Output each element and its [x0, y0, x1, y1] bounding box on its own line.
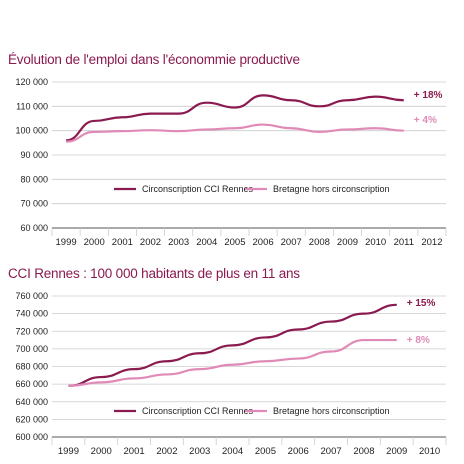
series-line-bretagne — [66, 123, 404, 143]
y-tick-label: 70 000 — [20, 199, 48, 209]
x-tick-label: 2001 — [112, 237, 133, 248]
x-tick-label: 2006 — [253, 237, 274, 248]
x-tick-label: 2002 — [156, 446, 177, 457]
legend-label: Bretagne hors circonscription — [273, 184, 390, 194]
x-tick-label: 2003 — [168, 237, 189, 248]
x-tick-label: 2001 — [124, 446, 145, 457]
x-tick-label: 2011 — [394, 237, 414, 248]
x-tick-label: 1999 — [56, 237, 77, 248]
legend-label: Circonscription CCI Rennes — [142, 406, 254, 416]
x-tick-label: 2008 — [353, 446, 374, 457]
y-tick-label: 760 000 — [15, 291, 48, 301]
y-tick-label: 600 000 — [15, 432, 48, 442]
y-tick-label: 700 000 — [15, 344, 48, 354]
y-tick-label: 100 000 — [15, 126, 48, 136]
series-line-bretagne — [68, 338, 397, 387]
x-tick-label: 2010 — [419, 446, 440, 457]
x-tick-label: 2007 — [281, 237, 302, 248]
series-line-cci-rennes — [65, 94, 404, 142]
y-tick-label: 80 000 — [20, 174, 48, 184]
end-value-label: + 18% — [414, 90, 443, 101]
x-tick-label: 2007 — [321, 446, 342, 457]
y-tick-label: 620 000 — [15, 414, 48, 424]
y-tick-label: 740 000 — [15, 309, 48, 319]
x-tick-label: 2003 — [189, 446, 210, 457]
y-tick-label: 90 000 — [20, 150, 48, 160]
y-tick-label: 110 000 — [16, 101, 48, 111]
x-tick-label: 2000 — [91, 446, 112, 457]
x-tick-label: 2009 — [337, 237, 358, 248]
x-tick-label: 2002 — [140, 237, 161, 248]
x-tick-label: 2005 — [224, 237, 245, 248]
end-value-label: + 4% — [414, 115, 437, 126]
x-tick-label: 1999 — [58, 446, 79, 457]
x-tick-label: 2005 — [255, 446, 276, 457]
x-tick-label: 2012 — [421, 237, 442, 248]
x-tick-label: 2008 — [309, 237, 330, 248]
y-tick-label: 640 000 — [15, 397, 48, 407]
chart-2-title: CCI Rennes : 100 000 habitants de plus e… — [8, 266, 300, 281]
x-tick-label: 2004 — [222, 446, 243, 457]
x-tick-label: 2010 — [365, 237, 386, 248]
end-value-label: + 15% — [407, 298, 436, 309]
x-tick-label: 2006 — [288, 446, 309, 457]
y-tick-label: 120 000 — [15, 77, 48, 87]
legend-label: Bretagne hors circonscription — [273, 406, 390, 416]
y-tick-label: 680 000 — [15, 362, 48, 372]
end-value-label: + 8% — [407, 335, 430, 346]
y-tick-label: 660 000 — [15, 379, 48, 389]
x-tick-label: 2009 — [386, 446, 407, 457]
y-tick-label: 60 000 — [20, 223, 48, 233]
chart-1-title: Évolution de l'emploi dans l'économmie p… — [8, 52, 300, 67]
x-tick-label: 2000 — [84, 237, 105, 248]
series-line-cci-rennes — [68, 303, 397, 387]
x-tick-label: 2004 — [196, 237, 217, 248]
legend-label: Circonscription CCI Rennes — [142, 184, 254, 194]
y-tick-label: 720 000 — [15, 326, 48, 336]
